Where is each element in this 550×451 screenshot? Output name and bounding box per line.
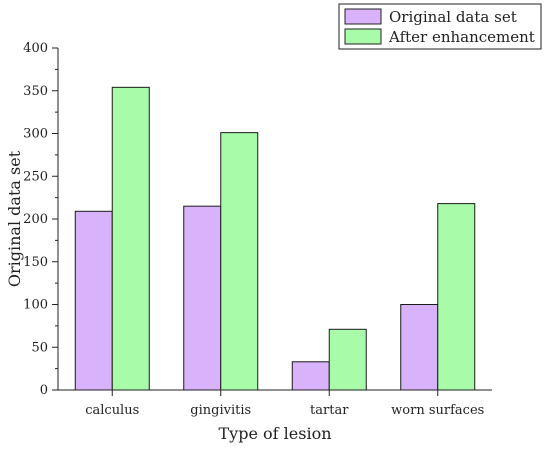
y-tick-label: 250 (23, 169, 48, 184)
y-tick-label: 400 (23, 41, 48, 56)
y-tick-label: 150 (23, 255, 48, 270)
y-tick-label: 50 (31, 340, 48, 355)
legend-label-enhanced: After enhancement (388, 28, 535, 46)
x-tick-label: worn surfaces (391, 403, 484, 418)
y-axis-label: Original data set (5, 150, 24, 287)
y-tick-label: 0 (40, 383, 48, 398)
legend-label-original: Original data set (389, 8, 517, 26)
bar-original (400, 304, 439, 391)
bar-enhanced (328, 328, 367, 391)
y-tick-label: 300 (23, 127, 48, 142)
bar-enhanced (220, 132, 259, 391)
bar-group (74, 86, 476, 391)
bar-original (183, 205, 222, 391)
x-tick-label: gingivitis (190, 403, 251, 418)
x-tick-label: calculus (85, 403, 139, 418)
legend-swatch-enhanced (344, 28, 382, 45)
y-tick-label: 100 (23, 298, 48, 313)
y-tick-label: 200 (23, 212, 48, 227)
y-tick-label: 350 (23, 84, 48, 99)
bar-enhanced (111, 86, 150, 391)
x-tick-label: tartar (310, 403, 349, 418)
bar-original (291, 361, 330, 391)
bar-original (74, 210, 113, 391)
x-axis-ticks: calculus gingivitis tartar worn surfaces (85, 390, 484, 418)
legend: Original data set After enhancement (338, 3, 542, 50)
bar-enhanced (437, 203, 476, 391)
legend-swatch-original (344, 8, 382, 25)
y-axis-ticks: 0 50 100 150 200 250 300 350 400 (23, 41, 58, 398)
x-axis-label: Type of lesion (219, 424, 332, 443)
